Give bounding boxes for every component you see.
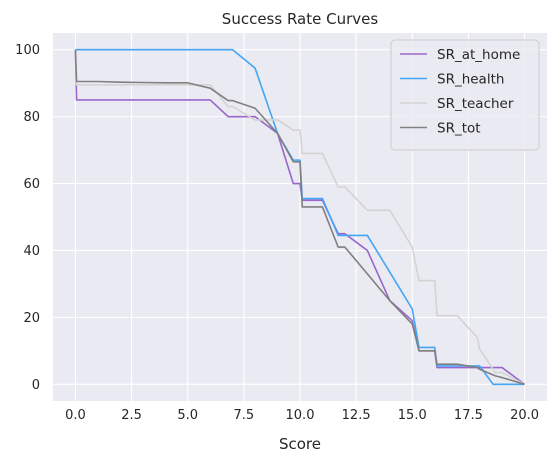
series-line-sr-tot bbox=[74, 49, 525, 386]
x-tick-label: 2.5 bbox=[121, 408, 142, 423]
legend: SR_at_home SR_health SR_teacher SR_tot bbox=[390, 39, 540, 151]
y-axis-ticks: 0 20 40 60 80 100 bbox=[15, 43, 40, 393]
legend-label: SR_at_home bbox=[437, 47, 520, 63]
y-tick-label: 40 bbox=[23, 244, 40, 259]
x-tick-label: 17.5 bbox=[454, 408, 483, 423]
y-tick-label: 0 bbox=[32, 378, 40, 393]
series-line-sr-at-home bbox=[74, 49, 526, 385]
chart-title: Success Rate Curves bbox=[222, 10, 379, 28]
y-tick-label: 80 bbox=[23, 110, 40, 125]
y-tick-label: 20 bbox=[23, 311, 40, 326]
legend-label: SR_health bbox=[437, 72, 504, 88]
y-tick-label: 100 bbox=[15, 43, 40, 58]
legend-box bbox=[390, 39, 540, 151]
series-lines bbox=[74, 48, 526, 386]
x-tick-label: 15.0 bbox=[398, 408, 427, 423]
y-tick-label: 60 bbox=[23, 177, 40, 192]
legend-label: SR_teacher bbox=[437, 96, 514, 112]
x-tick-label: 7.5 bbox=[234, 408, 255, 423]
x-tick-label: 5.0 bbox=[177, 408, 198, 423]
x-tick-label: 10.0 bbox=[286, 408, 315, 423]
legend-label: SR_tot bbox=[437, 121, 481, 137]
x-axis-ticks: 0.0 2.5 5.0 7.5 10.0 12.5 15.0 17.5 20.0 bbox=[65, 408, 539, 423]
x-tick-label: 20.0 bbox=[510, 408, 539, 423]
series-line-sr-teacher bbox=[74, 49, 525, 385]
x-axis-label: Score bbox=[279, 435, 321, 453]
x-tick-label: 0.0 bbox=[65, 408, 86, 423]
x-tick-label: 12.5 bbox=[342, 408, 371, 423]
